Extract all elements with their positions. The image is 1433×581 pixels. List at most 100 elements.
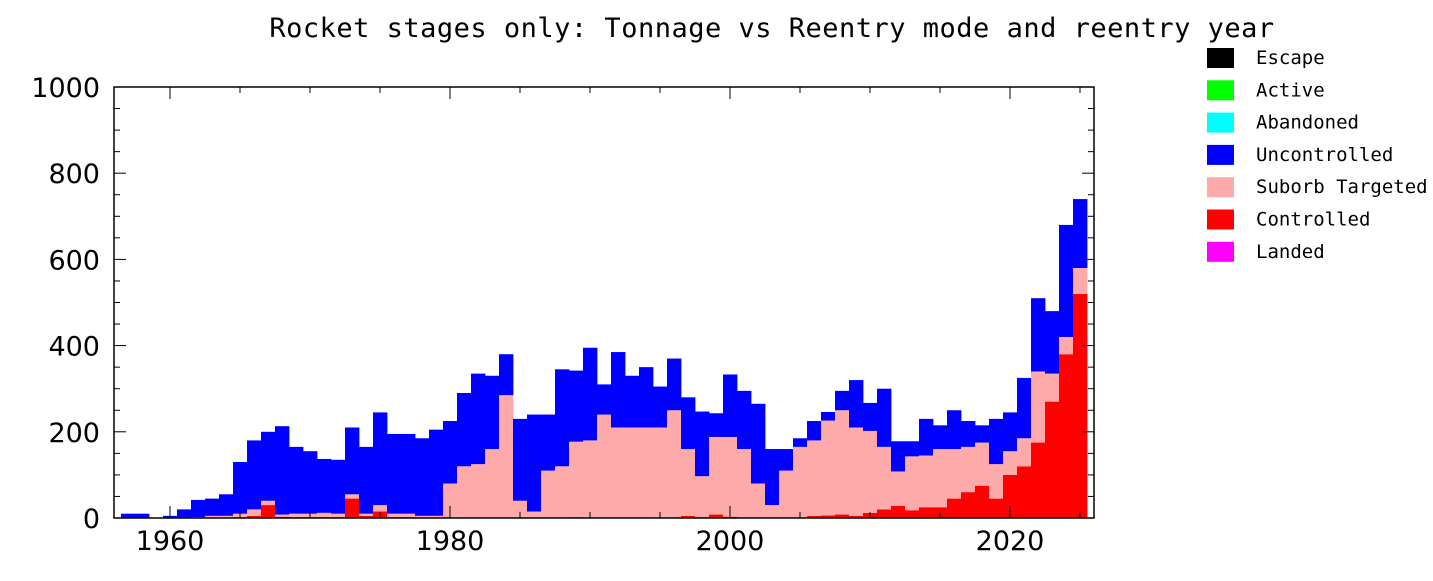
- bar-controlled-1999: [709, 514, 724, 518]
- bar-controlled-2006: [807, 515, 822, 518]
- bar-uncontrolled-1978: [415, 438, 430, 516]
- bar-controlled-1967: [261, 505, 276, 518]
- bar-suborb-targeted-1984: [499, 395, 514, 518]
- bar-controlled-2023: [1045, 401, 1060, 518]
- bar-controlled-2011: [877, 509, 892, 518]
- bar-suborb-targeted-1994: [639, 427, 654, 518]
- bar-suborb-targeted-1983: [485, 449, 500, 518]
- bar-suborb-targeted-1988: [555, 466, 570, 518]
- bar-controlled-2009: [849, 515, 864, 518]
- bar-uncontrolled-1988: [555, 369, 570, 467]
- legend-label: Escape: [1256, 47, 1325, 69]
- bar-uncontrolled-1968: [275, 426, 290, 515]
- bar-uncontrolled-1958: [135, 513, 150, 518]
- bar-uncontrolled-1962: [191, 499, 206, 518]
- bar-controlled-2018: [975, 485, 990, 518]
- legend-label: Abandoned: [1256, 112, 1359, 134]
- bar-suborb-targeted-1966: [247, 509, 262, 516]
- bar-suborb-targeted-2013: [905, 456, 920, 511]
- legend-swatch-escape: [1207, 48, 1234, 68]
- bar-suborb-targeted-1974: [359, 513, 374, 516]
- bar-suborb-targeted-2024: [1059, 336, 1074, 355]
- bar-controlled-2024: [1059, 354, 1074, 518]
- bar-uncontrolled-1991: [597, 384, 612, 415]
- legend-label: Suborb Targeted: [1256, 176, 1428, 198]
- chart-title: Rocket stages only: Tonnage vs Reentry m…: [269, 13, 1274, 44]
- bar-uncontrolled-2013: [905, 441, 920, 457]
- bar-uncontrolled-2018: [975, 425, 990, 443]
- x-tick-label: 1980: [416, 526, 485, 557]
- bar-suborb-targeted-1978: [415, 515, 430, 518]
- bar-suborb-targeted-2003: [765, 505, 780, 518]
- y-tick-label: 600: [48, 245, 100, 276]
- legend-label: Controlled: [1256, 209, 1370, 231]
- bar-suborb-targeted-1987: [541, 470, 556, 518]
- bar-suborb-targeted-1992: [611, 427, 626, 518]
- bar-controlled-2019: [989, 498, 1004, 518]
- bar-uncontrolled-2020: [1003, 412, 1018, 452]
- bar-suborb-targeted-1968: [275, 514, 290, 517]
- bar-suborb-targeted-2025: [1073, 268, 1088, 294]
- bar-uncontrolled-1967: [261, 431, 276, 501]
- bar-suborb-targeted-2000: [723, 436, 738, 517]
- bar-uncontrolled-1970: [303, 451, 318, 514]
- legend-swatch-suborb-targeted: [1207, 177, 1234, 198]
- bar-suborb-targeted-1964: [219, 515, 234, 518]
- y-tick-label: 1000: [31, 73, 100, 104]
- bar-suborb-targeted-2015: [933, 449, 948, 508]
- bar-suborb-targeted-1996: [667, 410, 682, 518]
- bar-uncontrolled-1979: [429, 429, 444, 516]
- bar-suborb-targeted-1976: [387, 513, 402, 518]
- bar-uncontrolled-2004: [779, 449, 794, 471]
- bar-uncontrolled-1984: [499, 354, 514, 396]
- bar-suborb-targeted-1979: [429, 515, 444, 518]
- bar-uncontrolled-1964: [219, 494, 234, 516]
- bar-controlled-2025: [1073, 293, 1088, 518]
- bar-uncontrolled-1969: [289, 446, 304, 514]
- bar-controlled-2008: [835, 514, 850, 518]
- bar-suborb-targeted-1972: [331, 513, 346, 518]
- bar-controlled-2021: [1017, 466, 1032, 518]
- bar-suborb-targeted-1993: [625, 427, 640, 518]
- bar-uncontrolled-2000: [723, 374, 738, 437]
- bar-uncontrolled-1974: [359, 446, 374, 514]
- bar-uncontrolled-1972: [331, 459, 346, 514]
- bar-uncontrolled-1994: [639, 367, 654, 428]
- bar-controlled-1973: [345, 498, 360, 518]
- bar-uncontrolled-1977: [401, 433, 416, 514]
- bar-uncontrolled-1983: [485, 375, 500, 450]
- bar-controlled-2022: [1031, 442, 1046, 518]
- bar-uncontrolled-2007: [821, 411, 836, 421]
- bar-suborb-targeted-2004: [779, 470, 794, 518]
- bar-suborb-targeted-2008: [835, 410, 850, 515]
- legend-swatch-landed: [1207, 241, 1234, 262]
- bar-controlled-2020: [1003, 474, 1018, 518]
- bar-suborb-targeted-1963: [205, 515, 220, 518]
- bar-suborb-targeted-2006: [807, 440, 822, 516]
- bar-suborb-targeted-2011: [877, 446, 892, 510]
- bar-suborb-targeted-1981: [457, 466, 472, 518]
- axes-layer: 0 200 400 600 800 1000 1960 1980 2000 2020: [31, 73, 1095, 557]
- bar-suborb-targeted-2021: [1017, 438, 1032, 467]
- bar-uncontrolled-1995: [653, 386, 668, 428]
- bar-suborb-targeted-2010: [863, 430, 878, 513]
- bar-suborb-targeted-1986: [527, 511, 542, 518]
- legend-swatch-active: [1207, 80, 1234, 101]
- bar-uncontrolled-1985: [513, 418, 528, 501]
- bar-suborb-targeted-2018: [975, 442, 990, 486]
- bar-uncontrolled-1975: [373, 412, 388, 506]
- bar-controlled-2007: [821, 515, 836, 518]
- bar-uncontrolled-1961: [177, 509, 192, 518]
- bar-uncontrolled-2001: [737, 390, 752, 450]
- bar-suborb-targeted-2017: [961, 446, 976, 493]
- y-tick-label: 400: [48, 332, 100, 363]
- legend-label: Active: [1256, 79, 1325, 101]
- bar-suborb-targeted-1977: [401, 513, 416, 518]
- bar-controlled-2016: [947, 498, 962, 518]
- bar-uncontrolled-2015: [933, 425, 948, 450]
- bar-uncontrolled-2023: [1045, 311, 1060, 374]
- bar-uncontrolled-2016: [947, 410, 962, 450]
- bar-uncontrolled-1996: [667, 358, 682, 411]
- bar-uncontrolled-2005: [793, 438, 808, 447]
